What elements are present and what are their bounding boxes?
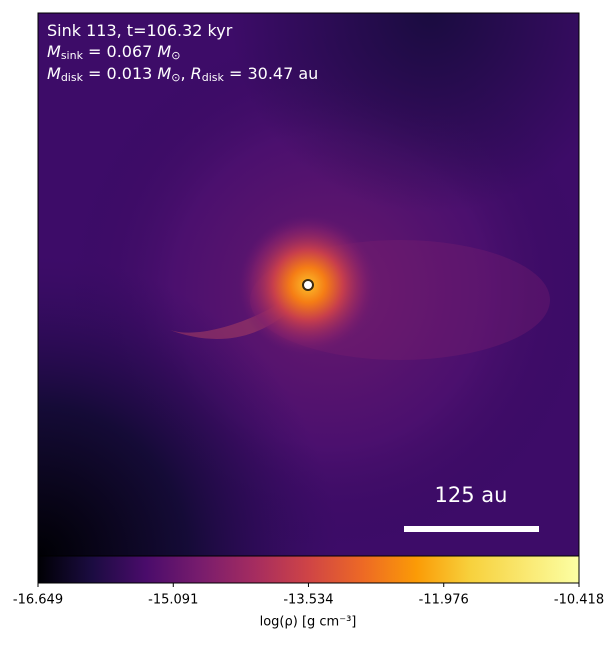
tick-label: -16.649	[13, 593, 63, 608]
tick-label: -15.091	[148, 593, 198, 608]
annotation-text: M	[47, 64, 61, 83]
annotation-text: R	[191, 64, 202, 83]
annotation: Msink = 0.067 M⊙	[47, 42, 180, 63]
colorbar	[37, 555, 580, 584]
annotation-text: sink	[61, 49, 84, 62]
annotation-text: M	[157, 64, 171, 83]
tick-label: -13.534	[283, 593, 333, 608]
tick-label: -10.418	[554, 593, 604, 608]
annotation-text: disk	[202, 71, 225, 84]
annotation-text: M	[157, 42, 171, 61]
annotation-text: = 0.013	[83, 64, 157, 83]
annotation: Sink 113, t=106.32 kyr	[47, 21, 233, 40]
colorbar-label: log(ρ) [g cm⁻³]	[260, 615, 357, 630]
annotation-text: M	[47, 42, 61, 61]
annotation-text: disk	[61, 71, 84, 84]
annotation-text: ,	[180, 64, 190, 83]
scale-bar-label: 125 au	[435, 483, 508, 507]
scale-bar	[404, 526, 539, 532]
tick-label: -11.976	[419, 593, 469, 608]
annotation-text: Sink 113, t=106.32 kyr	[47, 21, 233, 40]
annotation: Mdisk = 0.013 M⊙, Rdisk = 30.47 au	[47, 64, 318, 85]
annotation-text: = 30.47 au	[224, 64, 318, 83]
sink-marker	[302, 279, 314, 291]
annotation-text: ⊙	[171, 71, 180, 84]
density-map	[38, 13, 579, 556]
annotation-text: ⊙	[171, 49, 180, 62]
annotation-text: = 0.067	[83, 42, 157, 61]
